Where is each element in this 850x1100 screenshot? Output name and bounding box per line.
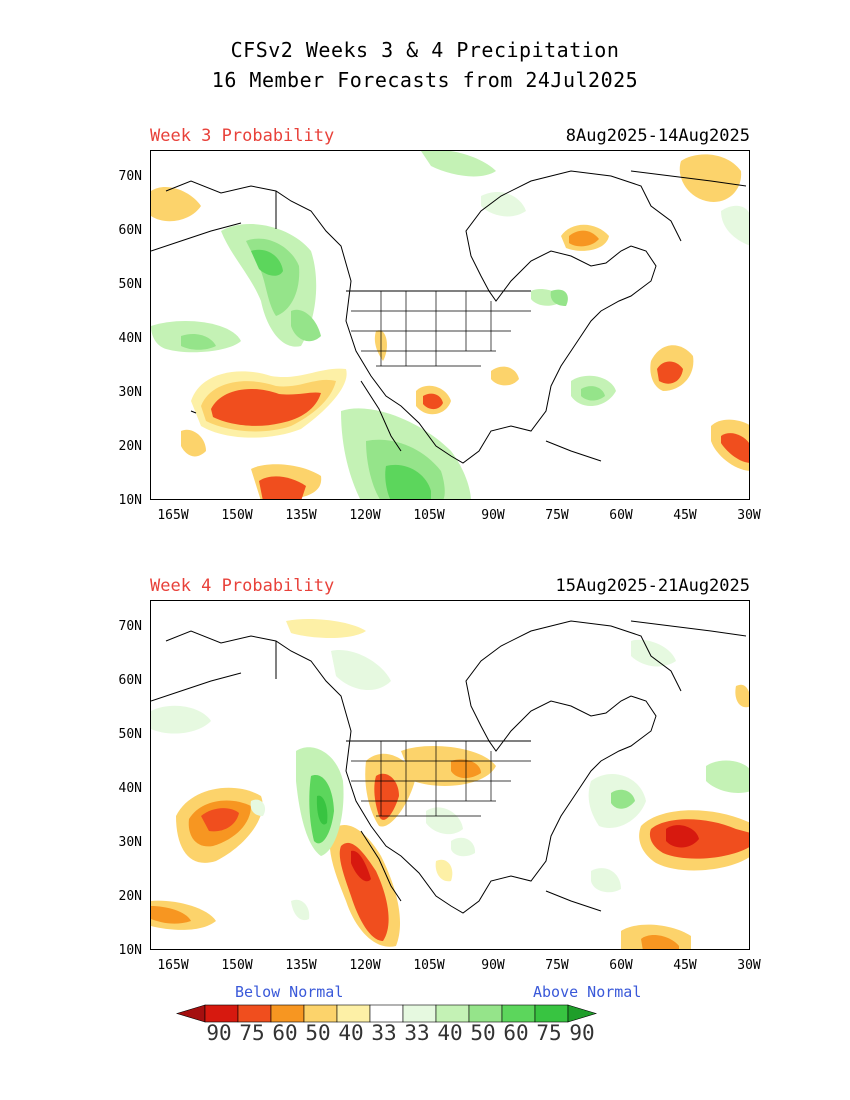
legend-value: 33 xyxy=(404,1021,430,1045)
legend-swatch xyxy=(237,1004,272,1023)
week4-lon-tick: 120W xyxy=(349,958,381,973)
legend-above-normal-label: Above Normal xyxy=(533,983,642,1001)
legend-arrow-above xyxy=(567,1004,598,1023)
week3-label: Week 3 Probability xyxy=(150,126,335,146)
week4-lon-tick: 45W xyxy=(673,958,697,973)
week4-lon-tick: 105W xyxy=(413,958,445,973)
legend-swatch xyxy=(270,1004,305,1023)
legend-value: 40 xyxy=(437,1021,463,1045)
legend-swatch xyxy=(336,1004,371,1023)
week4-state-lines xyxy=(351,741,531,817)
legend-value: 33 xyxy=(371,1021,397,1045)
week3-lat-tick: 30N xyxy=(118,385,142,400)
chart-title-line2: 16 Member Forecasts from 24Jul2025 xyxy=(211,68,639,92)
legend-below-normal-label: Below Normal xyxy=(235,983,344,1001)
week3-dates: 8Aug2025-14Aug2025 xyxy=(565,126,750,146)
legend-swatch xyxy=(369,1004,404,1023)
week3-lat-tick: 40N xyxy=(118,331,142,346)
week3-lon-tick: 30W xyxy=(737,508,761,523)
week4-lon-tick: 135W xyxy=(285,958,317,973)
legend-swatch xyxy=(501,1004,536,1023)
legend-swatch xyxy=(534,1004,569,1023)
legend-value: 40 xyxy=(338,1021,364,1045)
week4-lon-tick: 30W xyxy=(737,958,761,973)
week3-lat-tick: 50N xyxy=(118,277,142,292)
week4-map xyxy=(150,600,750,950)
week3-lon-tick: 45W xyxy=(673,508,697,523)
week4-lon-tick: 165W xyxy=(157,958,189,973)
week4-lat-tick: 60N xyxy=(118,673,142,688)
week4-lat-tick: 70N xyxy=(118,619,142,634)
week4-lat-tick: 20N xyxy=(118,889,142,904)
legend-value: 60 xyxy=(272,1021,298,1045)
week3-state-lines xyxy=(351,291,531,367)
week3-lon-tick: 165W xyxy=(157,508,189,523)
legend-arrow-below xyxy=(175,1004,206,1023)
week4-above-normal-shading xyxy=(151,639,749,921)
week3-lon-tick: 150W xyxy=(221,508,253,523)
week3-lon-tick: 135W xyxy=(285,508,317,523)
legend-value: 50 xyxy=(305,1021,331,1045)
week4-lat-tick: 30N xyxy=(118,835,142,850)
legend-value: 90 xyxy=(206,1021,232,1045)
week4-below-normal-shading xyxy=(151,619,749,949)
week4-lat-tick: 50N xyxy=(118,727,142,742)
legend-swatch xyxy=(402,1004,437,1023)
legend-value: 50 xyxy=(470,1021,496,1045)
legend-swatch xyxy=(204,1004,239,1023)
week4-lon-tick: 75W xyxy=(545,958,569,973)
week4-probability-map xyxy=(151,619,749,949)
week3-lon-tick: 60W xyxy=(609,508,633,523)
week3-lat-tick: 10N xyxy=(118,493,142,508)
week4-lat-tick: 40N xyxy=(118,781,142,796)
legend-value: 75 xyxy=(239,1021,265,1045)
week3-map xyxy=(150,150,750,500)
legend-swatch xyxy=(435,1004,470,1023)
week4-dates: 15Aug2025-21Aug2025 xyxy=(555,576,750,596)
week4-lon-tick: 150W xyxy=(221,958,253,973)
week3-above-normal-shading xyxy=(151,151,749,499)
chart-title-line1: CFSv2 Weeks 3 & 4 Precipitation xyxy=(230,38,620,62)
week3-lat-tick: 20N xyxy=(118,439,142,454)
legend-value: 90 xyxy=(569,1021,595,1045)
legend-value: 75 xyxy=(536,1021,562,1045)
week4-lat-tick: 10N xyxy=(118,943,142,958)
week4-label: Week 4 Probability xyxy=(150,576,335,596)
legend-swatch xyxy=(303,1004,338,1023)
legend-value: 60 xyxy=(503,1021,529,1045)
week3-lon-tick: 90W xyxy=(481,508,505,523)
week4-lon-tick: 90W xyxy=(481,958,505,973)
week3-coastlines xyxy=(151,170,747,464)
week3-below-normal-shading xyxy=(151,154,749,499)
week3-lat-tick: 70N xyxy=(118,169,142,184)
week4-lon-tick: 60W xyxy=(609,958,633,973)
week3-lon-tick: 120W xyxy=(349,508,381,523)
legend-colorbar xyxy=(175,1004,598,1023)
legend-swatch xyxy=(468,1004,503,1023)
week3-lon-tick: 75W xyxy=(545,508,569,523)
week4-coastlines xyxy=(151,620,747,914)
week3-lon-tick: 105W xyxy=(413,508,445,523)
week3-lat-tick: 60N xyxy=(118,223,142,238)
week3-probability-map xyxy=(151,151,749,499)
